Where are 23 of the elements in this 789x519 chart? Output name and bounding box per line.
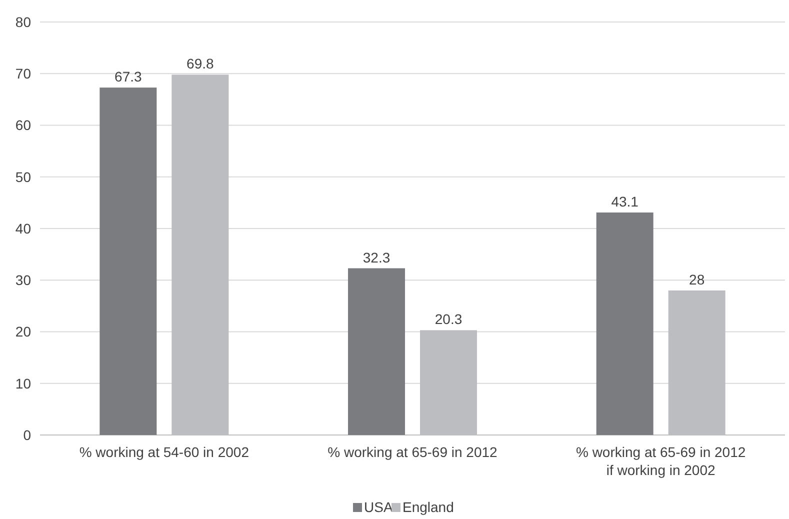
y-tick-label: 30	[15, 272, 32, 288]
data-label: 43.1	[611, 193, 639, 210]
y-tick-label: 50	[15, 168, 32, 185]
y-tick-label: 70	[15, 66, 32, 82]
y-tick-label: 0	[23, 426, 32, 443]
legend-label: USA	[364, 499, 394, 515]
bar	[100, 88, 157, 435]
y-tick-label: 40	[15, 220, 32, 236]
x-tick-label: % working at 54-60 in 2002	[79, 444, 250, 460]
data-label: 69.8	[186, 56, 214, 72]
data-label: 20.3	[434, 311, 462, 328]
data-label: 32.3	[362, 249, 390, 266]
data-label: 67.3	[114, 68, 142, 85]
bar	[596, 212, 654, 435]
x-tick-label: % working at 65-69 in 2012 if working in 2002	[576, 444, 746, 478]
y-tick-label: 10	[15, 375, 32, 392]
y-tick-label: 20	[15, 324, 32, 340]
x-tick-label: % working at 65-69 in 2012	[328, 444, 498, 460]
bar	[348, 268, 405, 435]
y-tick-label: 80	[15, 14, 32, 30]
data-label: 28	[689, 271, 705, 288]
legend-label: England	[402, 499, 454, 515]
y-tick-label: 60	[15, 117, 32, 134]
